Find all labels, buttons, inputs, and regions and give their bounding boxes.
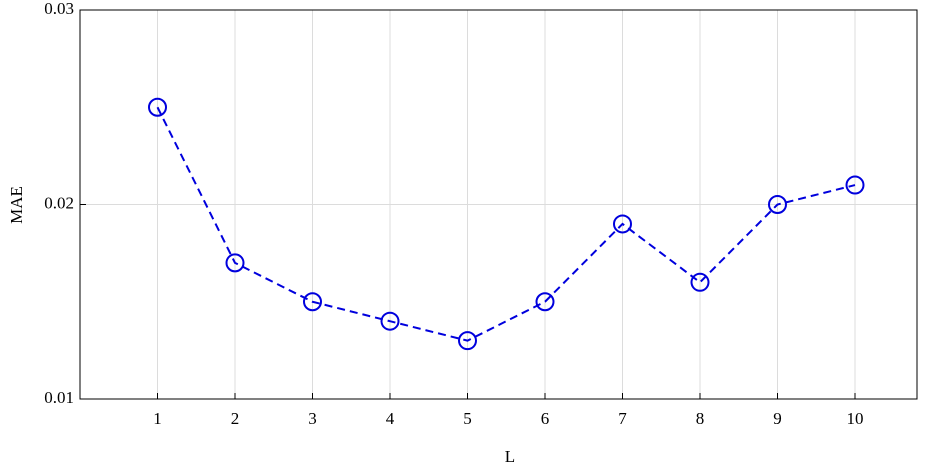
data-line — [156, 106, 856, 342]
y-tick-label: 0.03 — [44, 0, 74, 18]
x-tick-label: 7 — [618, 409, 627, 428]
x-tick-label: 1 — [153, 409, 162, 428]
x-tick-label: 6 — [541, 409, 550, 428]
x-tick-label: 4 — [386, 409, 395, 428]
data-point — [458, 331, 477, 351]
data-point — [690, 272, 710, 292]
y-tick-label: 0.02 — [44, 193, 74, 212]
x-tick-label: 8 — [696, 409, 705, 428]
data-point — [613, 214, 632, 234]
x-tick-label: 5 — [463, 409, 472, 428]
data-point — [535, 292, 555, 312]
x-tick-label: 9 — [773, 409, 782, 428]
y-tick-label: 0.01 — [44, 388, 74, 407]
y-axis-label: MAE — [7, 186, 26, 224]
data-point — [845, 175, 865, 195]
x-axis-label: L — [505, 447, 515, 466]
data-point — [380, 311, 400, 331]
x-tick-label: 2 — [231, 409, 240, 428]
data-point — [303, 292, 322, 312]
x-tick-label: 10 — [847, 409, 864, 428]
data-point — [225, 253, 245, 273]
data-point — [148, 97, 167, 117]
plot-frame — [79, 9, 918, 400]
x-tick-label: 3 — [308, 409, 317, 428]
data-point — [768, 195, 787, 214]
